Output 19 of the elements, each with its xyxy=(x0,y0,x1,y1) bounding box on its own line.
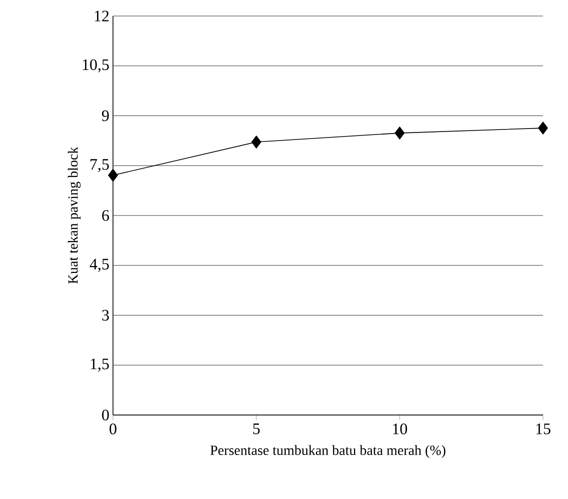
x-tick-label: 15 xyxy=(536,424,550,434)
y-tick-label: 4,5 xyxy=(90,258,109,272)
point xyxy=(538,122,548,134)
x-tick-label: 5 xyxy=(253,424,260,434)
y-tick-label: 0 xyxy=(102,410,109,420)
y-axis-title: Kuat tekan paving block xyxy=(68,146,81,284)
point xyxy=(394,126,405,140)
y-tick-label: 10,5 xyxy=(82,59,109,72)
point xyxy=(251,136,262,148)
x-tick-label: 0 xyxy=(110,424,116,434)
y-tick-label: 7,5 xyxy=(90,159,109,172)
y-tick-label: 3 xyxy=(102,310,109,321)
x-tick-label: 10 xyxy=(393,424,408,434)
y-tick-label: 1,5 xyxy=(90,358,109,372)
y-tick-label: 12 xyxy=(94,10,109,22)
y-tick-label: 9 xyxy=(102,110,109,122)
point xyxy=(108,168,118,182)
y-tick-label: 6 xyxy=(102,210,109,221)
x-axis-title: Persentase tumbukan batu bata merah (%) xyxy=(210,445,446,458)
